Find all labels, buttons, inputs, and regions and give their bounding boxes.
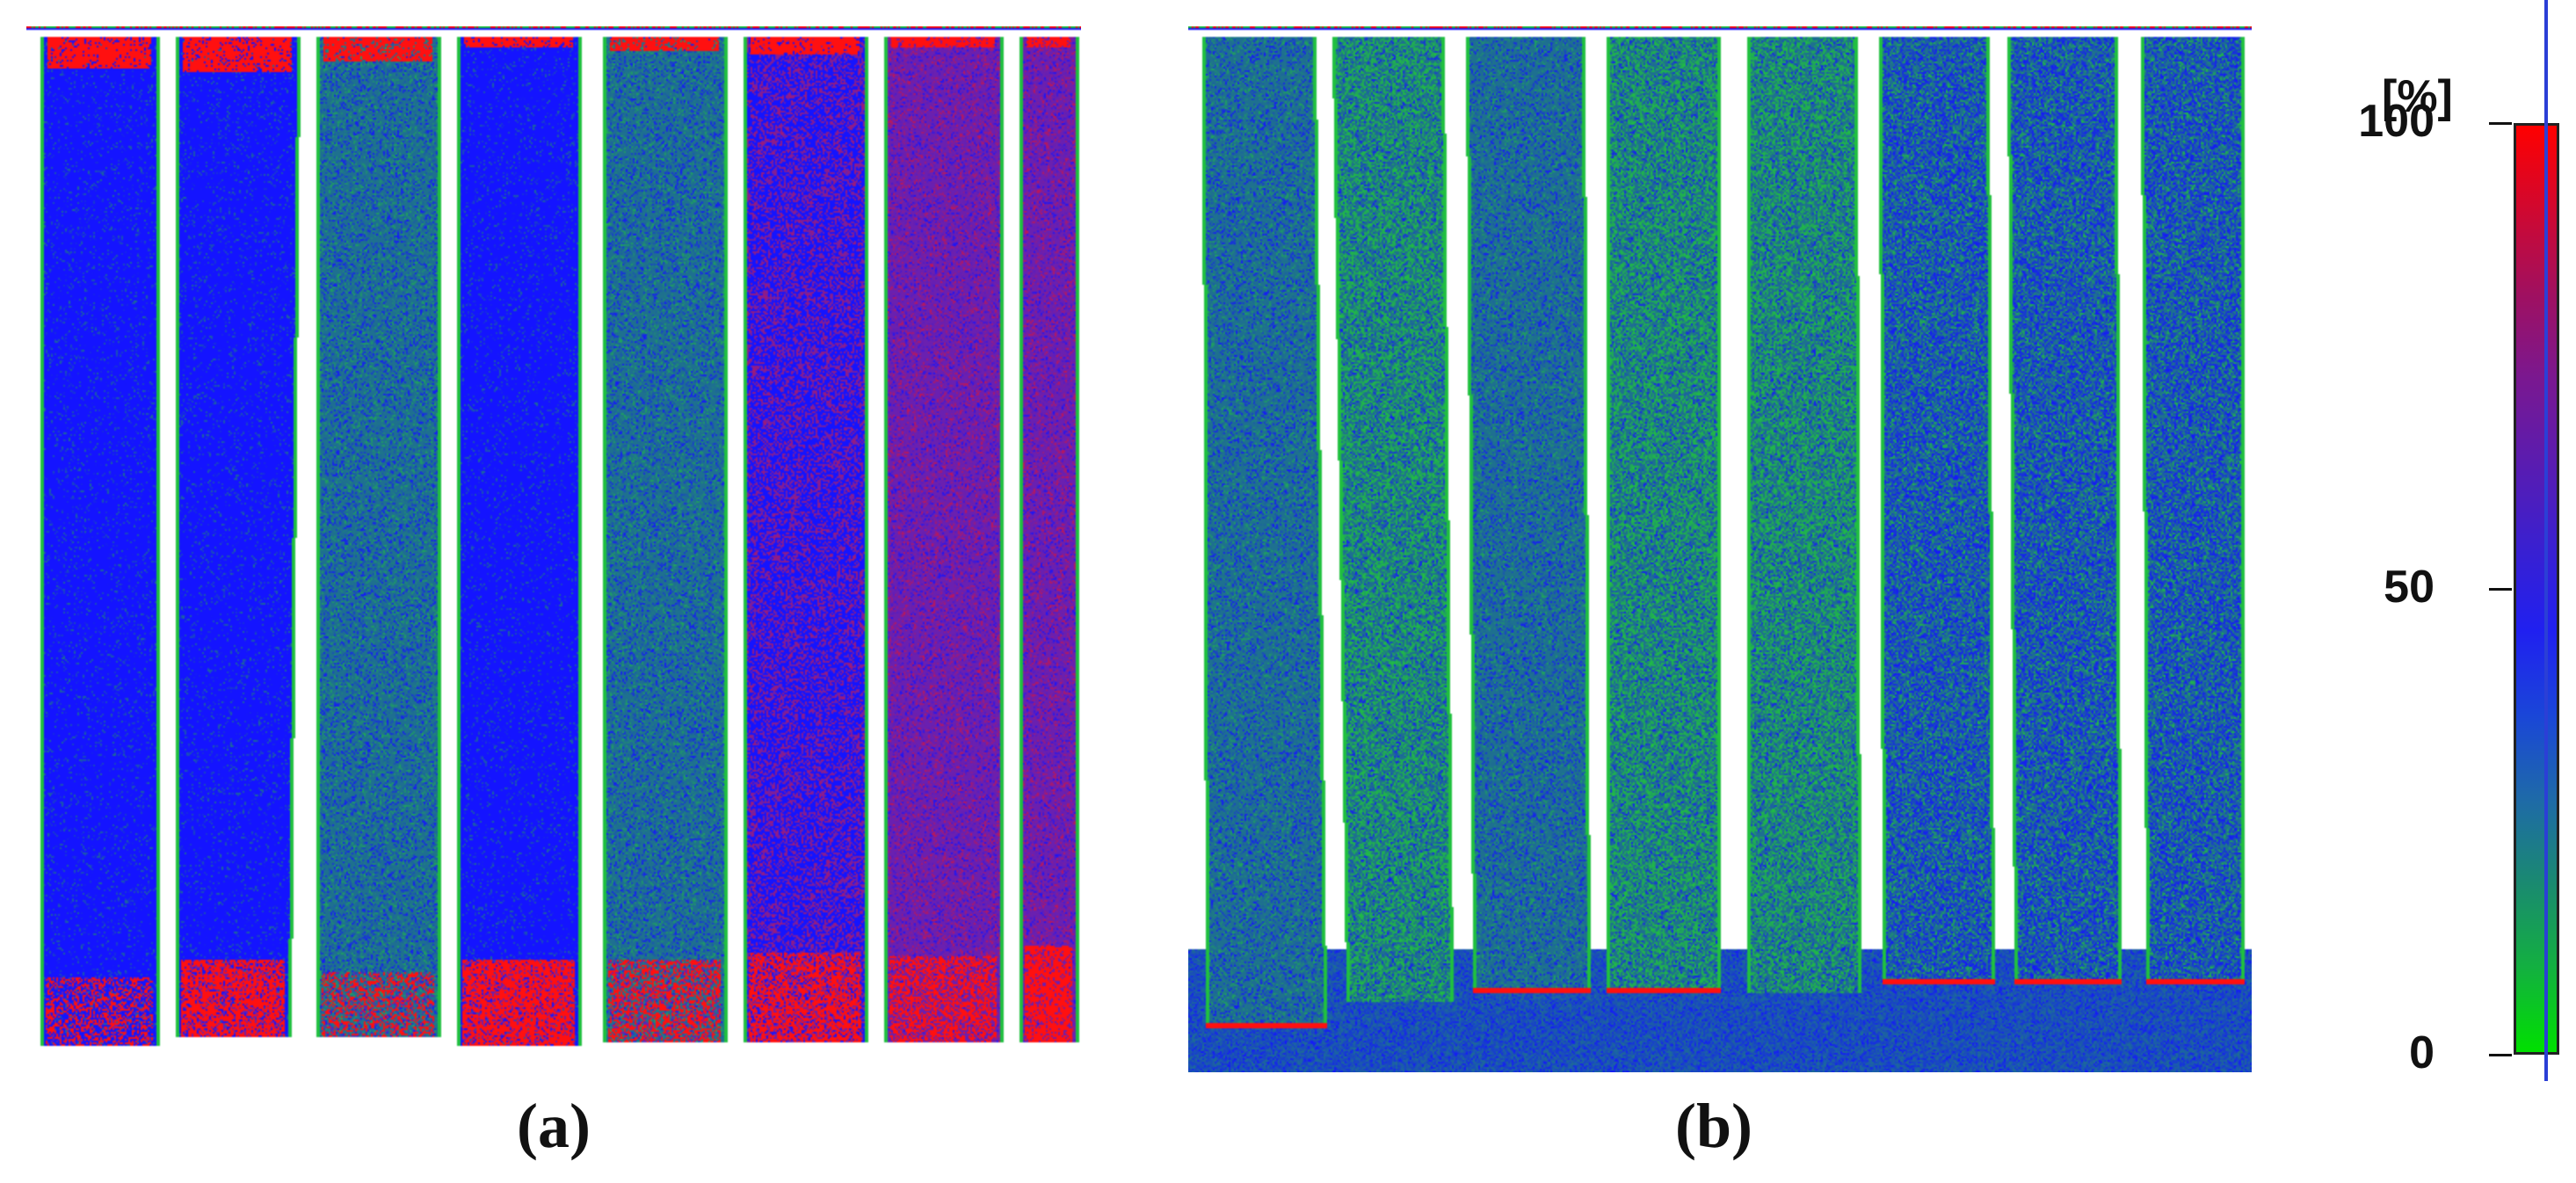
colorbar-gradient: [2514, 123, 2559, 1055]
colorbar-tick-label-100: 100: [2358, 96, 2435, 147]
colorbar-tick-mark-0: [2489, 1054, 2512, 1056]
moisture-map-image-b: [1188, 26, 2252, 1072]
moisture-map-panel-a: [26, 26, 1081, 1063]
colorbar-tick-mark-50: [2489, 588, 2512, 591]
colorbar-tick-mark-100: [2489, 122, 2512, 125]
colorbar-unit-label: [%]: [2382, 71, 2453, 122]
colorbar: [2514, 105, 2566, 1055]
moisture-map-panel-b: [1188, 26, 2252, 1072]
panel-a-caption: (a): [517, 1091, 591, 1161]
moisture-map-image-a: [26, 26, 1081, 1063]
colorbar-border-line: [2544, 0, 2548, 1081]
colorbar-tick-label-50: 50: [2384, 562, 2435, 613]
colorbar-tick-label-0: 0: [2409, 1027, 2435, 1078]
panel-b-caption: (b): [1675, 1091, 1752, 1161]
